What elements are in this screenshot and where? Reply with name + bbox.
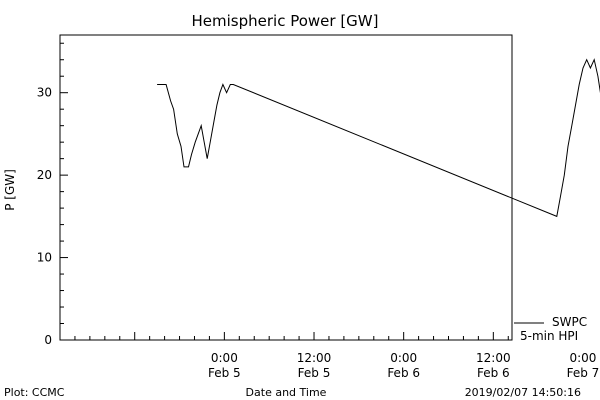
x-tick-label-time: 0:00: [569, 351, 596, 365]
x-tick-label-date: Feb 6: [387, 366, 420, 380]
chart-title: Hemispheric Power [GW]: [192, 12, 379, 30]
legend: SWPC 5-min HPI: [514, 315, 587, 343]
plot-frame: [59, 34, 513, 341]
y-tick-label: 20: [37, 168, 52, 182]
plot-timestamp: 2019/02/07 14:50:16: [465, 386, 581, 399]
y-tick-label: 0: [44, 333, 52, 347]
y-tick-label: 30: [37, 86, 52, 100]
x-tick-label-date: Feb 5: [208, 366, 241, 380]
legend-label-swpc: SWPC: [552, 315, 587, 329]
x-tick-label-time: 0:00: [211, 351, 238, 365]
y-tick-label: 10: [37, 251, 52, 265]
series-group: [157, 58, 600, 218]
y-axis-label: P [GW]: [3, 169, 17, 211]
x-tick-label-time: 0:00: [390, 351, 417, 365]
x-axis-label: Date and Time: [246, 386, 327, 399]
x-tick-label-date: Feb 5: [298, 366, 331, 380]
y-axis: 0 10 20 30: [37, 42, 68, 347]
series-line-swpc: [157, 58, 600, 218]
x-tick-label-time: 12:00: [476, 351, 511, 365]
plot-credit: Plot: CCMC: [4, 386, 65, 399]
x-tick-label-date: Feb 7: [567, 366, 600, 380]
x-tick-label-date: Feb 6: [477, 366, 510, 380]
x-tick-label-time: 12:00: [297, 351, 332, 365]
legend-label-hpi: 5-min HPI: [520, 329, 578, 343]
